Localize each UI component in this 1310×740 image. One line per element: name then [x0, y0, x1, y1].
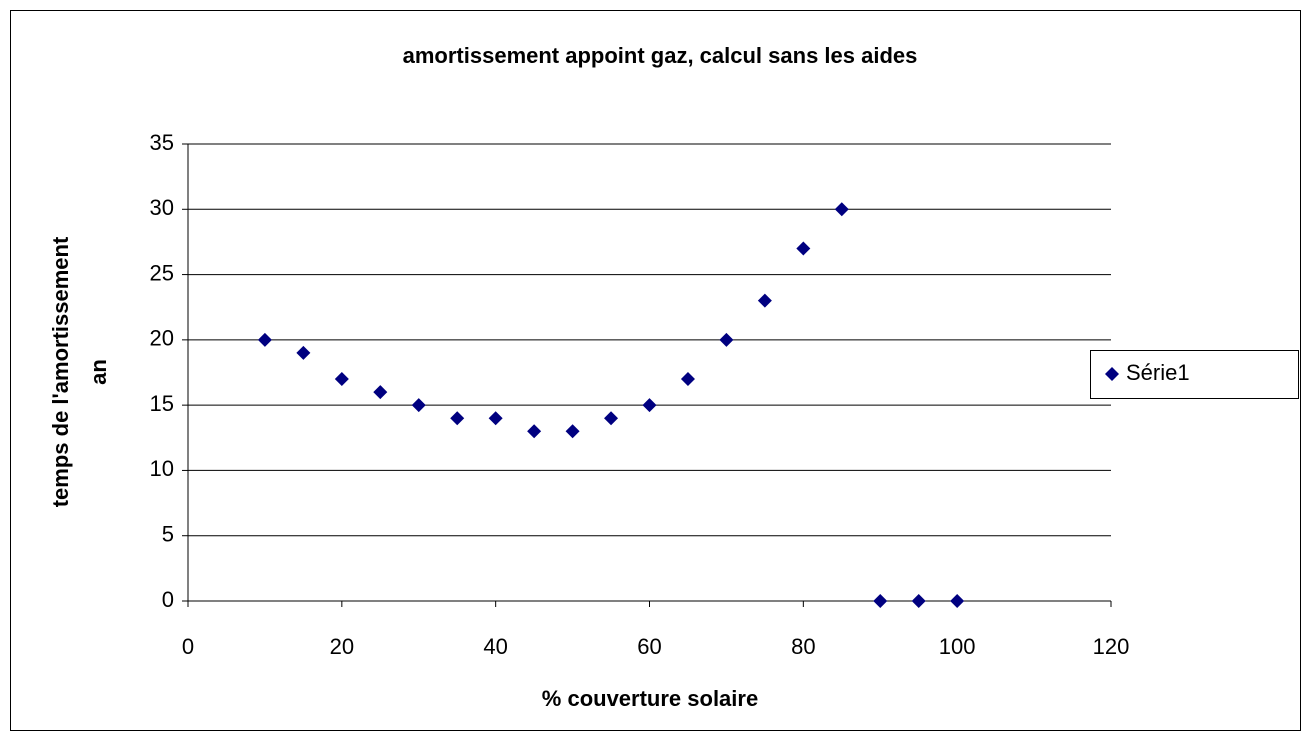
data-point	[834, 202, 849, 217]
y-axis-label: an	[86, 359, 111, 385]
data-point	[604, 411, 619, 426]
data-point	[565, 424, 580, 439]
data-point	[527, 424, 542, 439]
y-tick-label: 35	[150, 130, 174, 155]
chart-title: amortissement appoint gaz, calcul sans l…	[403, 43, 918, 68]
data-point	[488, 411, 503, 426]
y-tick-label: 15	[150, 391, 174, 416]
data-point	[373, 385, 388, 400]
y-tick-label: 10	[150, 456, 174, 481]
x-tick-label: 40	[483, 634, 507, 659]
y-tick-label: 5	[162, 522, 174, 547]
data-point	[757, 293, 772, 308]
x-tick-label: 120	[1093, 634, 1130, 659]
legend-box	[1090, 350, 1299, 399]
x-tick-label: 60	[637, 634, 661, 659]
y-tick-label: 20	[150, 326, 174, 351]
data-point	[334, 372, 349, 387]
data-point	[950, 594, 965, 608]
data-point	[911, 594, 926, 608]
x-tick-label: 80	[791, 634, 815, 659]
x-axis-label: % couverture solaire	[542, 686, 758, 711]
data-point	[719, 332, 734, 347]
data-point	[257, 332, 272, 347]
legend-label: Série1	[1126, 360, 1190, 385]
y-tick-label: 25	[150, 260, 174, 285]
data-point	[873, 594, 888, 608]
x-tick-label: 100	[939, 634, 976, 659]
data-point	[642, 398, 657, 413]
x-tick-label: 0	[182, 634, 194, 659]
legend-marker	[1105, 367, 1119, 381]
data-point	[796, 241, 811, 256]
data-point	[450, 411, 465, 426]
y-axis-label: temps de l'amortissement	[48, 236, 73, 507]
data-point	[680, 372, 695, 387]
data-point	[296, 345, 311, 360]
y-tick-label: 0	[162, 587, 174, 612]
x-tick-label: 20	[330, 634, 354, 659]
data-point	[411, 398, 426, 413]
chart-border	[10, 10, 1301, 731]
y-tick-label: 30	[150, 195, 174, 220]
